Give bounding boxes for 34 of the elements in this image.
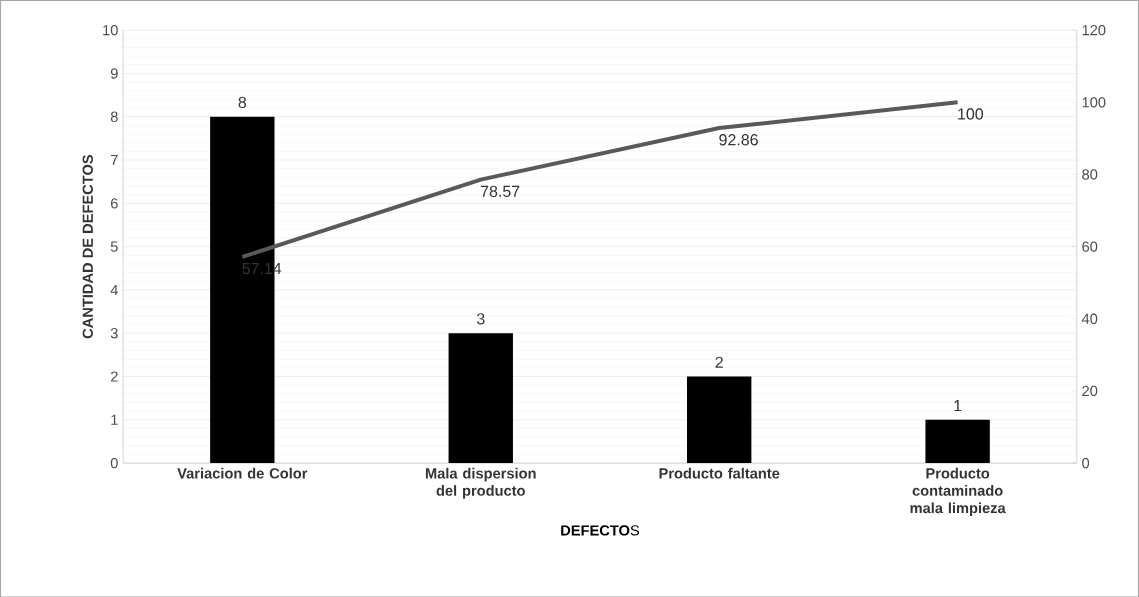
y2-tick-label: 80 [1082, 169, 1098, 180]
data-label: 1 [954, 399, 962, 411]
y-tick-label: 6 [110, 197, 118, 209]
x-tick-label: Producto contaminado mala limpieza [910, 467, 1006, 516]
y-tick-label: 9 [110, 68, 118, 79]
data-label: 2 [715, 356, 723, 368]
y-tick-label: 5 [110, 241, 118, 252]
y-tick-label: 1 [111, 414, 118, 425]
y-tick-label: 10 [103, 24, 118, 36]
data-label: 92.86 [719, 133, 758, 146]
data-label: 8 [238, 96, 247, 108]
y2-tick-label: 20 [1082, 385, 1098, 396]
y-tick-label: 4 [110, 284, 118, 295]
bar [925, 419, 990, 463]
y2-tick-label: 60 [1082, 241, 1098, 252]
y2-tick-label: 40 [1081, 313, 1098, 324]
data-label: 3 [476, 312, 485, 325]
y-tick-label: 8 [110, 111, 118, 122]
x-axis-title: DEFECTOS [561, 525, 640, 536]
x-tick-label: Variacion de Color [177, 467, 308, 479]
x-tick-label: Producto faltante [659, 467, 780, 479]
y-tick-label: 3 [110, 327, 118, 339]
y2-tick-label: 0 [1082, 457, 1090, 469]
bar [687, 376, 752, 463]
y2-tick-label: 100 [1082, 96, 1106, 108]
data-label: 100 [958, 108, 984, 120]
x-tick-label: Mala dispersion del producto [425, 467, 536, 499]
y-tick-label: 0 [110, 457, 118, 469]
y-axis-title: CANTIDAD DE DEFECTOS [82, 154, 93, 339]
y2-tick-label: 120 [1082, 24, 1106, 36]
bar [448, 332, 513, 463]
data-label: 78.57 [480, 185, 520, 197]
y-tick-label: 7 [110, 154, 118, 165]
y-tick-label: 2 [110, 371, 118, 382]
